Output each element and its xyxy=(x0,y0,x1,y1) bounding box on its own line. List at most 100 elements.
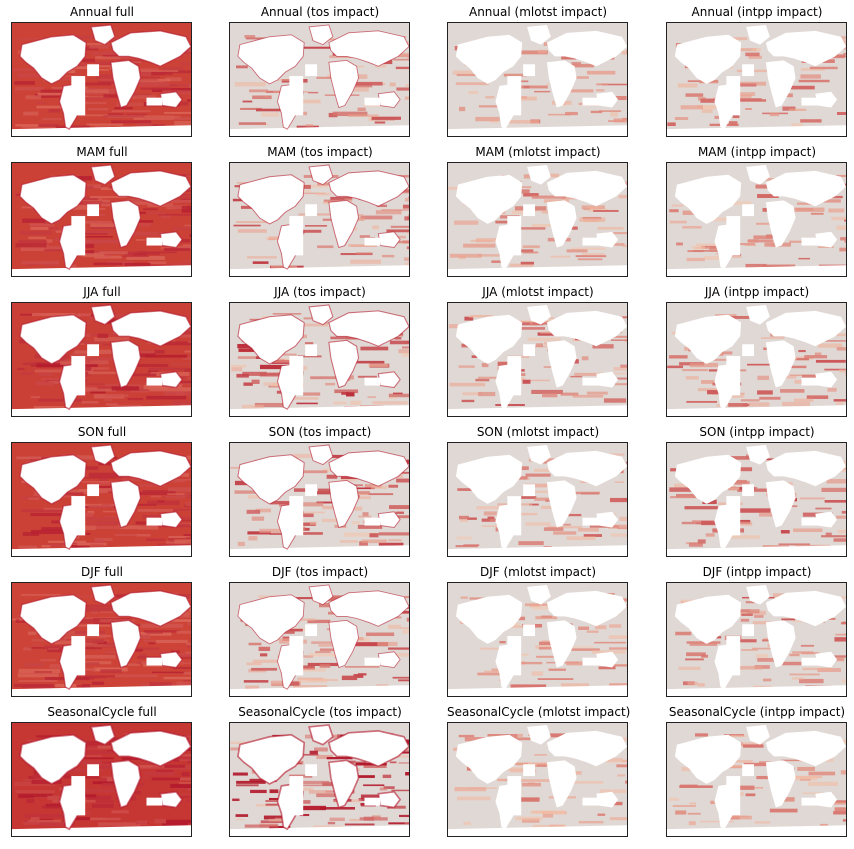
field-streak xyxy=(747,239,774,243)
field-streak xyxy=(815,199,841,203)
field-streak xyxy=(470,314,493,318)
field-streak xyxy=(90,223,122,228)
field-streak xyxy=(520,261,535,265)
field-streak xyxy=(680,105,703,110)
field-streak xyxy=(789,356,814,360)
field-streak xyxy=(745,52,760,57)
field-streak xyxy=(719,351,733,355)
field-streak xyxy=(522,245,540,249)
field-streak xyxy=(96,69,109,71)
masked-region xyxy=(71,496,86,536)
field-streak xyxy=(463,821,471,825)
field-streak xyxy=(759,512,780,517)
field-streak xyxy=(32,774,41,779)
field-streak xyxy=(511,762,528,766)
field-streak xyxy=(480,647,513,650)
field-streak xyxy=(378,542,404,546)
field-streak xyxy=(292,513,314,518)
field-streak xyxy=(388,539,402,542)
field-streak xyxy=(547,526,583,529)
field-streak xyxy=(143,384,167,390)
field-streak xyxy=(136,820,148,825)
field-streak xyxy=(790,85,815,90)
masked-region xyxy=(289,356,304,396)
land-mass xyxy=(328,450,409,487)
field-streak xyxy=(578,820,604,824)
field-streak xyxy=(359,235,371,238)
field-streak xyxy=(176,630,191,634)
field-streak xyxy=(190,523,191,526)
land-mass xyxy=(160,231,183,248)
field-streak xyxy=(179,51,191,54)
field-streak xyxy=(458,515,469,520)
field-streak xyxy=(553,531,577,535)
field-streak xyxy=(183,672,191,675)
field-streak xyxy=(697,683,705,687)
field-streak xyxy=(95,125,111,129)
land-mass xyxy=(237,594,305,644)
field-streak xyxy=(238,348,255,352)
field-streak xyxy=(105,403,118,406)
coastal-edge xyxy=(110,199,142,249)
field-streak xyxy=(467,517,477,520)
field-streak xyxy=(259,364,287,370)
field-streak xyxy=(180,615,191,618)
field-streak xyxy=(94,488,117,492)
field-streak xyxy=(463,243,496,248)
field-streak xyxy=(799,678,824,684)
field-streak xyxy=(97,333,109,338)
field-streak xyxy=(36,735,59,738)
panel-title: MAM (mlotst impact) xyxy=(475,145,601,159)
field-streak xyxy=(691,245,705,250)
field-streak xyxy=(586,391,608,395)
field-streak xyxy=(802,792,834,794)
field-streak xyxy=(378,532,409,536)
field-streak xyxy=(608,524,627,529)
field-streak xyxy=(570,781,604,784)
field-streak xyxy=(41,805,71,809)
field-streak xyxy=(396,87,409,91)
masked-region xyxy=(364,657,381,666)
field-streak xyxy=(406,617,409,622)
field-streak xyxy=(605,761,627,763)
field-streak xyxy=(156,543,190,547)
field-streak xyxy=(245,685,260,690)
field-streak xyxy=(86,123,123,126)
land-mass xyxy=(455,454,523,504)
panel-title: MAM (intpp impact) xyxy=(697,145,817,159)
field-streak xyxy=(837,112,846,115)
world-map xyxy=(448,23,627,136)
antarctica-land xyxy=(12,405,191,416)
land-mass xyxy=(309,584,333,605)
field-streak xyxy=(77,542,107,546)
field-streak xyxy=(34,671,53,675)
field-streak xyxy=(844,219,846,222)
coastal-edge xyxy=(19,34,87,85)
field-streak xyxy=(252,659,280,663)
antarctica-land xyxy=(448,265,627,276)
field-streak xyxy=(326,474,338,479)
field-streak xyxy=(132,264,173,267)
field-streak xyxy=(454,220,479,225)
land-mass xyxy=(309,724,333,745)
field-streak xyxy=(138,223,152,227)
coastal-edge xyxy=(90,584,116,606)
land-mass xyxy=(546,30,627,67)
field-streak xyxy=(395,511,404,514)
field-streak xyxy=(687,681,698,686)
coastal-edge xyxy=(110,59,142,109)
map-panel-mlotst xyxy=(447,722,628,837)
field-streak xyxy=(109,404,143,408)
masked-region xyxy=(742,344,755,357)
world-map xyxy=(448,443,627,556)
field-streak xyxy=(543,527,564,531)
field-streak xyxy=(487,516,495,519)
field-streak xyxy=(71,387,116,392)
field-streak xyxy=(566,661,593,666)
field-streak xyxy=(489,120,499,123)
field-streak xyxy=(177,117,191,120)
field-streak xyxy=(566,249,588,253)
field-streak xyxy=(669,487,698,492)
field-streak xyxy=(756,222,770,225)
field-streak xyxy=(368,117,375,121)
